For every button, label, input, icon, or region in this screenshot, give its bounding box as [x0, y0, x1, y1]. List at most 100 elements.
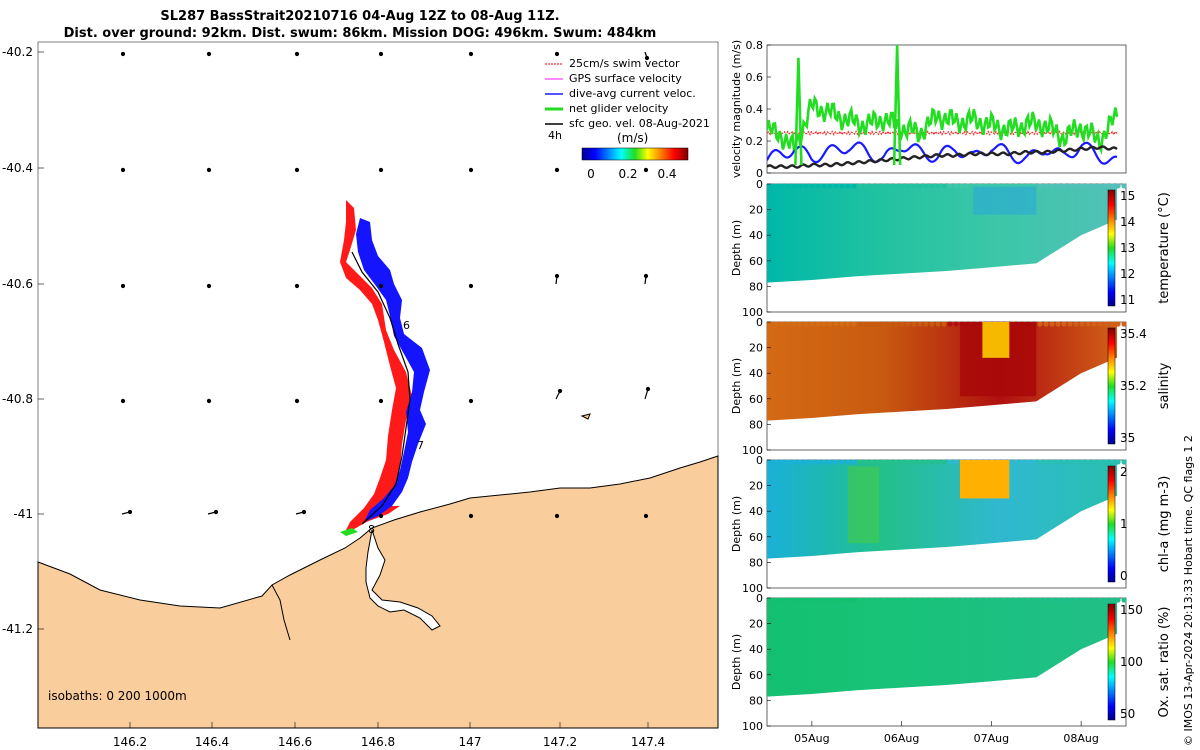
- profile-surface-sample: [785, 321, 791, 327]
- profile-surface-sample: [797, 459, 803, 465]
- profile-surface-sample: [893, 459, 899, 465]
- geo-vector-head: [294, 283, 300, 289]
- profile-surface-sample: [851, 321, 857, 327]
- profile-surface-sample: [941, 183, 947, 189]
- profile-y-tick-label: 60: [749, 531, 763, 544]
- geo-vector-head: [643, 273, 649, 279]
- profile-surface-sample: [827, 321, 833, 327]
- coast-islet: [580, 413, 591, 420]
- profile-surface-sample: [941, 597, 947, 603]
- profile-surface-sample: [1061, 597, 1067, 603]
- legend-gps-velocity-label: GPS surface velocity: [569, 72, 682, 85]
- profile-surface-sample: [1055, 459, 1061, 465]
- geo-vector-head: [378, 283, 384, 289]
- glider-track-blue: [356, 218, 430, 522]
- profile-surface-sample: [1055, 183, 1061, 189]
- profile-surface-sample: [1115, 597, 1121, 603]
- geo-vector-head: [378, 51, 384, 57]
- profile-surface-sample: [887, 183, 893, 189]
- geo-vector-head: [554, 51, 560, 57]
- profile-surface-sample: [1061, 183, 1067, 189]
- map-y-axis: -40.2 -40.4 -40.6 -40.8 -41 -41.2: [2, 45, 44, 636]
- profile-surface-sample: [869, 597, 875, 603]
- profile-surface-sample: [809, 597, 815, 603]
- profile-surface-sample: [959, 183, 965, 189]
- profile-y-tick-label: 100: [742, 582, 763, 595]
- profile-surface-sample: [947, 597, 953, 603]
- profile-y-tick-label: 40: [749, 367, 763, 380]
- profile-surface-sample: [1055, 321, 1061, 327]
- profile-surface-sample: [947, 459, 953, 465]
- profile-surface-sample: [887, 597, 893, 603]
- profile-y-tick-label: 40: [749, 505, 763, 518]
- profile-surface-sample: [1121, 321, 1127, 327]
- profile-colorbar-tick-label: 35.4: [1120, 327, 1147, 341]
- map-y-tick-label: -41: [13, 507, 33, 521]
- profile-surface-sample: [1073, 597, 1079, 603]
- geo-vector-head: [554, 513, 560, 519]
- profile-surface-sample: [803, 459, 809, 465]
- isobaths-label: isobaths: 0 200 1000m: [48, 689, 187, 703]
- profile-surface-sample: [851, 597, 857, 603]
- profile-surface-sample: [1097, 183, 1103, 189]
- profile-surface-sample: [947, 183, 953, 189]
- profile-surface-sample: [791, 321, 797, 327]
- profile-y-tick-label: 0: [756, 178, 763, 191]
- profile-surface-sample: [1109, 597, 1115, 603]
- profile-surface-sample: [1109, 459, 1115, 465]
- velocity-y-tick-label: 0.6: [746, 71, 764, 84]
- profile-surface-sample: [929, 459, 935, 465]
- chart-title-line2: Dist. over ground: 92km. Dist. swum: 86k…: [63, 26, 657, 41]
- velocity-y-label: velocity magnitude (m/s): [730, 40, 743, 178]
- profile-surface-sample: [1097, 321, 1103, 327]
- profile-colorbar-tick-label: 150: [1120, 603, 1143, 617]
- profile-surface-sample: [839, 321, 845, 327]
- geo-vector-head: [213, 509, 219, 515]
- profile-surface-sample: [941, 459, 947, 465]
- profile-surface-sample: [779, 459, 785, 465]
- geo-vector-head: [294, 167, 300, 173]
- map-x-tick-label: 147: [459, 735, 482, 749]
- map-colorbar-tick-label: 0.2: [618, 167, 637, 181]
- map-x-tick-label: 146.8: [361, 735, 395, 749]
- geo-vector-head: [206, 167, 212, 173]
- profile-y-tick-label: 80: [749, 556, 763, 569]
- profile-surface-sample: [1031, 459, 1037, 465]
- profile-surface-sample: [1037, 183, 1043, 189]
- profile-surface-sample: [1037, 597, 1043, 603]
- profile-surface-sample: [839, 183, 845, 189]
- profile-surface-sample: [965, 597, 971, 603]
- profile-y-tick-label: 40: [749, 643, 763, 656]
- profile-y-tick-label: 80: [749, 694, 763, 707]
- velocity-series-line: [767, 130, 1118, 136]
- geo-vector-head: [468, 51, 474, 57]
- profile-surface-sample: [917, 459, 923, 465]
- map-x-tick-label: 147.2: [543, 735, 577, 749]
- profile-surface-sample: [1043, 597, 1049, 603]
- profile-surface-sample: [1091, 459, 1097, 465]
- profile-y-tick-label: 0: [756, 454, 763, 467]
- timeseries-panels: 0 0.2 0.4 0.6 0.8 velocity magnitude (m/s) 0…: [730, 39, 1172, 745]
- chla-bloom-patch: [959, 460, 1010, 499]
- profile-y-tick-label: 0: [756, 592, 763, 605]
- profile-y-label: Depth (m): [730, 220, 743, 276]
- profile-surface-sample: [1067, 597, 1073, 603]
- profile-panel-chla: 0 20 40 60 80 100 Depth (m) 0 1 2 chl-a (mg m-3): [730, 454, 1172, 595]
- profile-surface-sample: [869, 321, 875, 327]
- profile-surface-sample: [1121, 459, 1127, 465]
- estuary-inlet: [365, 529, 441, 631]
- profile-surface-sample: [923, 597, 929, 603]
- map-x-tick-label: 147.4: [631, 735, 665, 749]
- profile-surface-sample: [995, 597, 1001, 603]
- profile-surface-sample: [1079, 183, 1085, 189]
- profile-surface-sample: [935, 321, 941, 327]
- profile-surface-sample: [959, 597, 965, 603]
- velocity-series-line: [767, 94, 1119, 155]
- profile-colorbar: [1107, 603, 1116, 721]
- profile-colorbar-tick-label: 100: [1120, 655, 1143, 669]
- map-colorbar-ticks: 0 0.2 0.4: [587, 167, 676, 181]
- profile-surface-sample: [827, 183, 833, 189]
- profile-surface-sample: [1085, 459, 1091, 465]
- time-tick-label: 07Aug: [974, 732, 1009, 745]
- profile-surface-sample: [797, 321, 803, 327]
